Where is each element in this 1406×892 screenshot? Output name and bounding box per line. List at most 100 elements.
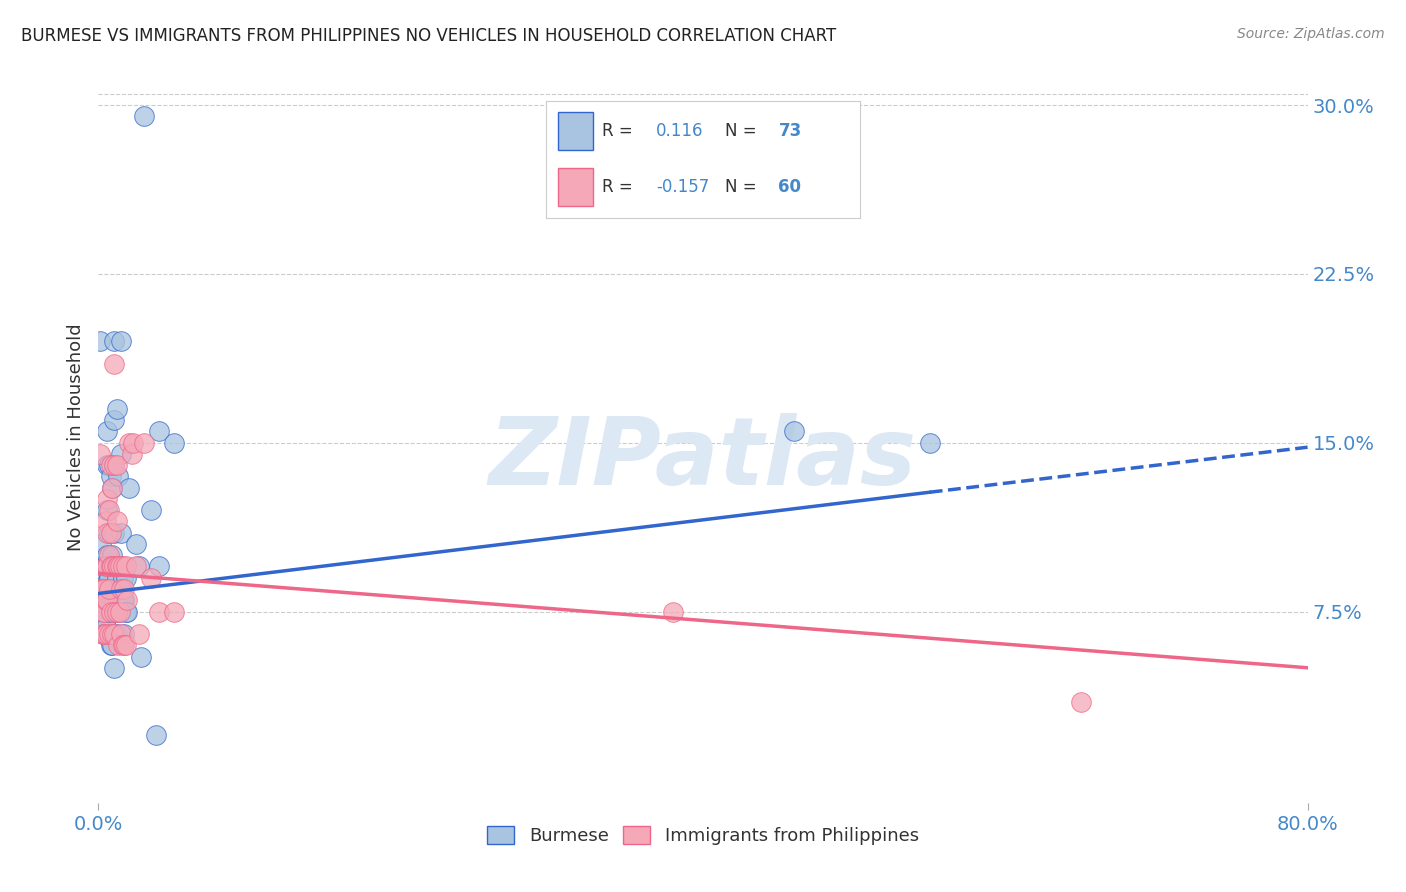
Legend: Burmese, Immigrants from Philippines: Burmese, Immigrants from Philippines bbox=[479, 819, 927, 852]
Point bbox=[107, 559, 129, 574]
Point bbox=[93, 605, 115, 619]
Point bbox=[98, 605, 121, 619]
Point bbox=[114, 605, 136, 619]
Point bbox=[105, 627, 128, 641]
Y-axis label: No Vehicles in Household: No Vehicles in Household bbox=[66, 323, 84, 551]
Point bbox=[91, 605, 114, 619]
Point bbox=[100, 605, 122, 619]
Point bbox=[91, 605, 114, 619]
Point bbox=[105, 571, 128, 585]
Point bbox=[107, 593, 129, 607]
Point bbox=[101, 548, 124, 562]
Point bbox=[96, 593, 118, 607]
Point bbox=[98, 593, 121, 607]
Point bbox=[107, 638, 129, 652]
Point bbox=[94, 515, 117, 529]
Point bbox=[93, 627, 115, 641]
Point bbox=[125, 537, 148, 551]
Point bbox=[115, 605, 138, 619]
Point bbox=[1070, 694, 1092, 708]
Point bbox=[91, 627, 114, 641]
Point bbox=[118, 435, 141, 450]
Point bbox=[94, 559, 117, 574]
Point bbox=[115, 593, 138, 607]
Point bbox=[100, 638, 122, 652]
Point bbox=[105, 559, 128, 574]
Point bbox=[110, 447, 132, 461]
Point bbox=[93, 582, 115, 596]
Point bbox=[93, 627, 115, 641]
Point bbox=[114, 571, 136, 585]
Point bbox=[94, 620, 117, 634]
Point bbox=[107, 559, 129, 574]
Point bbox=[112, 627, 135, 641]
Point bbox=[100, 469, 122, 483]
Point bbox=[105, 401, 128, 416]
Point bbox=[105, 605, 128, 619]
Point bbox=[91, 627, 114, 641]
Point bbox=[94, 627, 117, 641]
Point bbox=[96, 559, 118, 574]
Text: BURMESE VS IMMIGRANTS FROM PHILIPPINES NO VEHICLES IN HOUSEHOLD CORRELATION CHAR: BURMESE VS IMMIGRANTS FROM PHILIPPINES N… bbox=[21, 27, 837, 45]
Point bbox=[163, 435, 186, 450]
Point bbox=[103, 559, 125, 574]
Point bbox=[98, 627, 121, 641]
Point bbox=[100, 582, 122, 596]
Point bbox=[141, 571, 163, 585]
Point bbox=[105, 458, 128, 473]
Point bbox=[114, 559, 136, 574]
Point bbox=[101, 481, 124, 495]
Text: Source: ZipAtlas.com: Source: ZipAtlas.com bbox=[1237, 27, 1385, 41]
Point bbox=[96, 425, 118, 439]
Point bbox=[94, 571, 117, 585]
Point bbox=[103, 458, 125, 473]
Point bbox=[111, 571, 134, 585]
Point bbox=[94, 593, 117, 607]
Point bbox=[103, 334, 125, 349]
Text: ZIPatlas: ZIPatlas bbox=[489, 413, 917, 505]
Point bbox=[163, 605, 186, 619]
Point bbox=[132, 109, 155, 123]
Point bbox=[96, 559, 118, 574]
Point bbox=[101, 605, 124, 619]
Point bbox=[122, 435, 145, 450]
Point bbox=[94, 582, 117, 596]
Point bbox=[96, 548, 118, 562]
Point bbox=[96, 525, 118, 540]
Point bbox=[121, 447, 143, 461]
Point bbox=[783, 425, 806, 439]
Point bbox=[96, 503, 118, 517]
Point bbox=[100, 559, 122, 574]
Point bbox=[112, 638, 135, 652]
Point bbox=[101, 481, 124, 495]
Point bbox=[103, 661, 125, 675]
Point bbox=[100, 559, 122, 574]
Point bbox=[90, 559, 112, 574]
Point bbox=[103, 525, 125, 540]
Point bbox=[98, 525, 121, 540]
Point bbox=[111, 593, 134, 607]
Point bbox=[100, 525, 122, 540]
Point bbox=[98, 582, 121, 596]
Point bbox=[141, 503, 163, 517]
Point bbox=[128, 627, 150, 641]
Point bbox=[98, 548, 121, 562]
Point bbox=[96, 458, 118, 473]
Point bbox=[148, 605, 170, 619]
Point bbox=[132, 435, 155, 450]
Point bbox=[118, 481, 141, 495]
Point bbox=[103, 559, 125, 574]
Point bbox=[101, 638, 124, 652]
Point bbox=[108, 559, 131, 574]
Point bbox=[98, 458, 121, 473]
Point bbox=[93, 559, 115, 574]
Point bbox=[148, 425, 170, 439]
Point bbox=[96, 491, 118, 506]
Point bbox=[89, 334, 111, 349]
Point bbox=[103, 605, 125, 619]
Point bbox=[110, 627, 132, 641]
Point bbox=[129, 649, 152, 664]
Point bbox=[114, 638, 136, 652]
Point bbox=[111, 559, 134, 574]
Point bbox=[112, 582, 135, 596]
